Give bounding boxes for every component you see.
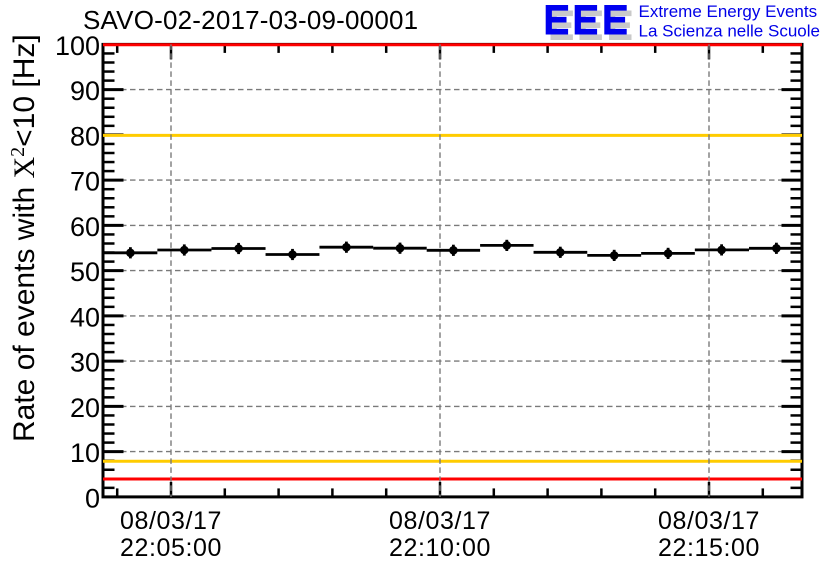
svg-text:La Scienza nelle Scuole: La Scienza nelle Scuole (639, 22, 820, 41)
svg-text:20: 20 (70, 393, 100, 423)
svg-text:08/03/17: 08/03/17 (389, 507, 491, 535)
svg-text:Extreme Energy Events: Extreme Energy Events (639, 2, 818, 21)
svg-text:SAVO-02-2017-03-09-00001: SAVO-02-2017-03-09-00001 (83, 5, 418, 35)
svg-text:30: 30 (70, 348, 100, 378)
svg-text:100: 100 (55, 31, 100, 61)
svg-text:22:10:00: 22:10:00 (389, 534, 491, 562)
svg-text:08/03/17: 08/03/17 (658, 507, 760, 535)
svg-text:60: 60 (70, 212, 100, 242)
svg-text:80: 80 (70, 121, 100, 151)
svg-text:90: 90 (70, 76, 100, 106)
svg-text:08/03/17: 08/03/17 (120, 507, 222, 535)
svg-text:Rate of events with X2<10 [Hz]: Rate of events with X2<10 [Hz] (7, 34, 41, 442)
svg-text:22:05:00: 22:05:00 (120, 534, 222, 562)
svg-text:0: 0 (85, 483, 100, 513)
svg-text:10: 10 (70, 438, 100, 468)
svg-text:40: 40 (70, 302, 100, 332)
svg-text:70: 70 (70, 167, 100, 197)
svg-text:22:15:00: 22:15:00 (658, 534, 760, 562)
svg-text:50: 50 (70, 257, 100, 287)
